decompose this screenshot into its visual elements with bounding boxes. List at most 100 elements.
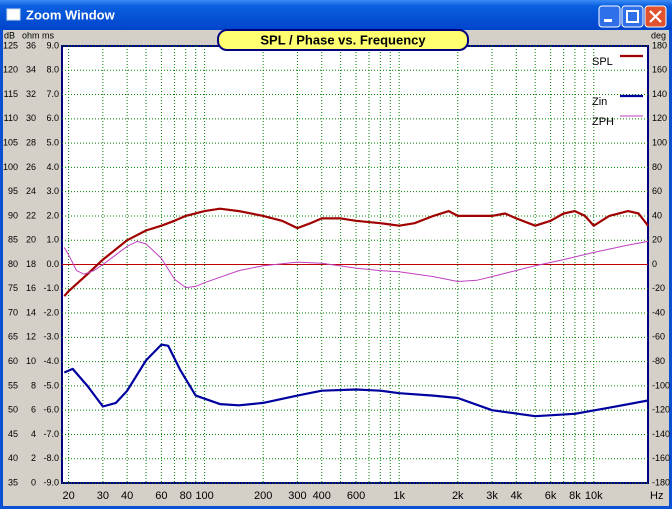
ohm-tick-label: 26: [26, 162, 36, 172]
ms-tick-label: -3.0: [43, 332, 59, 342]
y2-tick-label: -100: [652, 380, 670, 390]
y-tick-label: 50: [8, 405, 18, 415]
window-icon: [6, 8, 21, 21]
y2-tick-label: -40: [652, 307, 665, 317]
legend-label: Zin: [592, 96, 607, 108]
ohm-tick-label: 20: [26, 235, 36, 245]
ms-tick-label: -2.0: [43, 307, 59, 317]
minimize-button[interactable]: [598, 5, 621, 28]
y2-tick-label: -60: [652, 332, 665, 342]
ms-tick-label: 9.0: [46, 40, 59, 50]
y-tick-label: 65: [8, 332, 18, 342]
chart-title: SPL / Phase vs. Frequency: [260, 32, 426, 47]
y2-tick-label: 140: [652, 89, 667, 99]
y2-tick-label: -80: [652, 356, 665, 366]
ohm-tick-label: 18: [26, 259, 36, 269]
ms-tick-label: 8.0: [46, 65, 59, 75]
series-line: [63, 207, 649, 297]
ms-tick-label: 4.0: [46, 162, 59, 172]
y2-tick-label: -160: [652, 453, 670, 463]
ohm-axis-label: ohm: [22, 30, 40, 40]
title-bar: [0, 0, 672, 30]
x-tick-label: 30: [97, 490, 109, 502]
y-tick-label: 40: [8, 453, 18, 463]
y2-tick-label: 0: [652, 259, 657, 269]
ms-tick-label: -7.0: [43, 429, 59, 439]
series-line: [63, 343, 649, 418]
ohm-tick-label: 8: [31, 380, 36, 390]
x-tick-label: 2k: [452, 490, 464, 502]
y2-tick-label: -180: [652, 477, 670, 487]
x-tick-label: 300: [288, 490, 306, 502]
x-tick-label: 100: [195, 490, 213, 502]
ohm-tick-label: 32: [26, 89, 36, 99]
x-tick-label: 600: [347, 490, 365, 502]
ohm-tick-label: 4: [31, 429, 36, 439]
y2-axis-label: deg: [651, 30, 666, 40]
ohm-tick-label: 36: [26, 40, 36, 50]
y-tick-label: 95: [8, 186, 18, 196]
ohm-tick-label: 10: [26, 356, 36, 366]
maximize-button[interactable]: [621, 5, 644, 28]
ms-tick-label: -9.0: [43, 477, 59, 487]
x-tick-label: 6k: [545, 490, 557, 502]
ohm-tick-label: 30: [26, 113, 36, 123]
y-tick-label: 55: [8, 380, 18, 390]
ms-tick-label: 0.0: [46, 259, 59, 269]
ohm-tick-label: 2: [31, 453, 36, 463]
x-tick-label: 4k: [511, 490, 523, 502]
legend-label: ZPH: [592, 116, 614, 128]
x-tick-label: 40: [121, 490, 133, 502]
y-tick-label: 60: [8, 356, 18, 366]
ms-tick-label: -6.0: [43, 405, 59, 415]
y-tick-label: 115: [4, 89, 18, 99]
y2-tick-label: 100: [652, 137, 667, 147]
legend-label: SPL: [592, 56, 613, 68]
y-tick-label: 70: [8, 307, 18, 317]
ohm-tick-label: 6: [31, 405, 36, 415]
y-tick-label: 125: [3, 40, 18, 50]
x-tick-label: 20: [62, 490, 74, 502]
ms-axis-label: ms: [42, 30, 54, 40]
ms-tick-label: -1.0: [43, 283, 59, 293]
y2-tick-label: -140: [652, 429, 670, 439]
ohm-tick-label: 28: [26, 137, 36, 147]
ms-tick-label: -5.0: [43, 380, 59, 390]
y-axis-label: dB: [4, 30, 15, 40]
y-tick-label: 80: [8, 259, 18, 269]
ms-tick-label: 2.0: [46, 210, 59, 220]
x-tick-label: 8k: [569, 490, 581, 502]
y-tick-label: 90: [8, 210, 18, 220]
y2-tick-label: 120: [652, 113, 667, 123]
ms-tick-label: -4.0: [43, 356, 59, 366]
y-tick-label: 120: [3, 65, 18, 75]
y2-tick-label: 180: [652, 40, 667, 50]
series-line: [63, 240, 649, 289]
ms-tick-label: 5.0: [46, 137, 59, 147]
x-tick-label: 3k: [486, 490, 498, 502]
close-button[interactable]: [644, 5, 667, 28]
y-tick-label: 85: [8, 235, 18, 245]
y-tick-label: 110: [4, 113, 18, 123]
y-tick-label: 45: [8, 429, 18, 439]
x-tick-label: 400: [313, 490, 331, 502]
chart-title-box: [217, 29, 469, 51]
ohm-tick-label: 14: [26, 307, 36, 317]
y2-tick-label: 160: [652, 65, 667, 75]
y-tick-label: 100: [3, 162, 18, 172]
ms-tick-label: 3.0: [46, 186, 59, 196]
y-tick-label: 35: [8, 477, 18, 487]
y2-tick-label: -120: [652, 405, 670, 415]
x-tick-label: 200: [254, 490, 272, 502]
y2-tick-label: 60: [652, 186, 662, 196]
ohm-tick-label: 34: [26, 65, 36, 75]
y2-tick-label: -20: [652, 283, 665, 293]
ohm-tick-label: 0: [31, 477, 36, 487]
x-axis-label: Hz: [650, 490, 663, 502]
y2-tick-label: 80: [652, 162, 662, 172]
x-tick-label: 1k: [393, 490, 405, 502]
ohm-tick-label: 22: [26, 210, 36, 220]
ohm-tick-label: 12: [26, 332, 36, 342]
y-tick-label: 75: [8, 283, 18, 293]
ms-tick-label: 7.0: [46, 89, 59, 99]
